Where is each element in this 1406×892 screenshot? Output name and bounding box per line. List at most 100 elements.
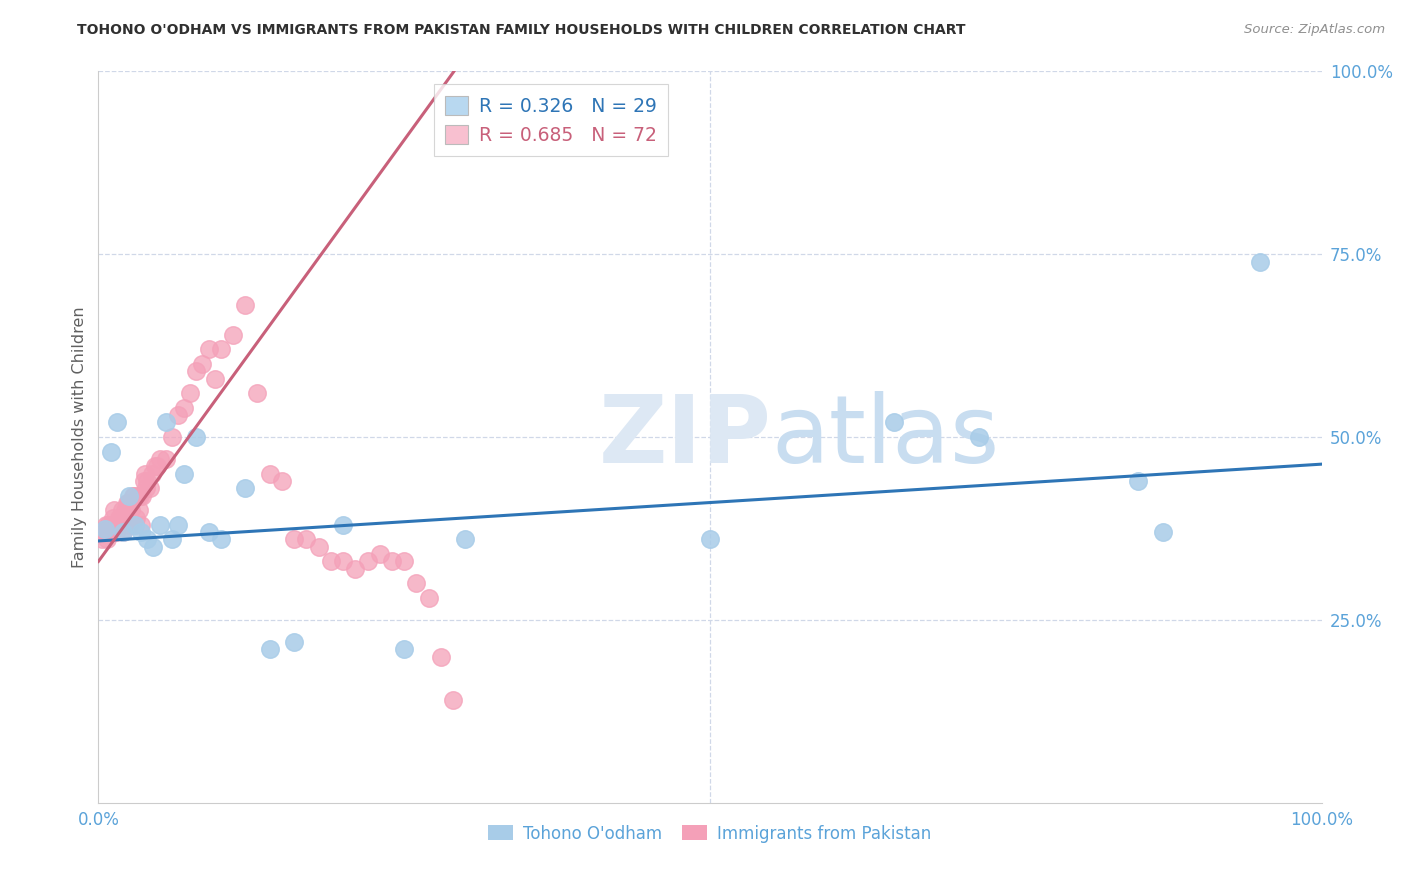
Point [143,459,166,474]
Point [405,576,427,591]
Point [146,459,169,474]
Point [319,554,342,568]
Point [167,408,190,422]
Point [1128,474,1150,488]
Point [259,467,281,481]
Point [111,525,134,540]
Point [107,517,129,532]
Point [105,517,128,532]
Point [120,496,142,510]
Point [117,496,139,510]
Point [136,474,159,488]
Point [283,635,305,649]
Point [100,444,122,458]
Point [121,489,143,503]
Point [93,521,115,535]
Point [105,416,128,430]
Point [259,642,281,657]
Point [93,525,115,540]
Point [118,489,141,503]
Point [98,525,121,540]
Point [141,467,163,481]
Point [128,503,150,517]
Point [191,357,214,371]
Point [209,533,232,547]
Point [149,517,172,532]
Point [125,510,148,524]
Point [131,489,153,503]
Point [233,298,256,312]
Point [101,517,124,532]
Point [368,547,391,561]
Point [967,430,990,444]
Text: TOHONO O'ODHAM VS IMMIGRANTS FROM PAKISTAN FAMILY HOUSEHOLDS WITH CHILDREN CORRE: TOHONO O'ODHAM VS IMMIGRANTS FROM PAKIST… [77,23,966,37]
Point [124,517,146,532]
Point [1249,254,1271,268]
Point [110,510,132,524]
Point [103,503,125,517]
Point [129,517,152,532]
Point [344,562,367,576]
Text: atlas: atlas [772,391,1000,483]
Point [134,467,156,481]
Point [392,642,416,657]
Point [97,517,120,532]
Point [197,343,219,357]
Point [204,371,226,385]
Point [94,517,117,532]
Point [270,474,294,488]
Point [124,517,146,532]
Point [96,533,118,547]
Point [381,554,404,568]
Point [108,510,131,524]
Point [139,481,162,495]
Point [114,503,136,517]
Point [356,554,378,568]
Y-axis label: Family Households with Children: Family Households with Children [72,306,87,568]
Point [155,452,177,467]
Point [173,467,195,481]
Point [112,510,135,524]
Point [101,510,124,524]
Point [120,503,142,517]
Point [91,525,114,540]
Point [104,525,127,540]
Legend: Tohono O'odham, Immigrants from Pakistan: Tohono O'odham, Immigrants from Pakistan [482,818,938,849]
Point [118,517,141,532]
Point [115,496,138,510]
Point [127,489,149,503]
Point [209,343,232,357]
Point [173,401,195,415]
Point [136,533,159,547]
Point [111,503,134,517]
Point [295,533,318,547]
Point [160,533,183,547]
Point [186,364,208,378]
Point [308,540,330,554]
Point [160,430,183,444]
Point [167,517,190,532]
Point [91,533,114,547]
Point [332,554,354,568]
Point [246,386,269,401]
Point [332,517,354,532]
Point [129,525,152,540]
Point [233,481,256,495]
Point [100,517,122,532]
Point [441,693,464,707]
Point [135,481,157,495]
Point [222,327,245,342]
Point [454,533,477,547]
Text: ZIP: ZIP [599,391,772,483]
Point [699,533,721,547]
Point [186,430,208,444]
Point [142,540,165,554]
Point [392,554,416,568]
Text: Source: ZipAtlas.com: Source: ZipAtlas.com [1244,23,1385,37]
Point [418,591,440,605]
Point [283,533,305,547]
Point [122,489,145,503]
Point [149,452,172,467]
Point [197,525,219,540]
Point [132,474,155,488]
